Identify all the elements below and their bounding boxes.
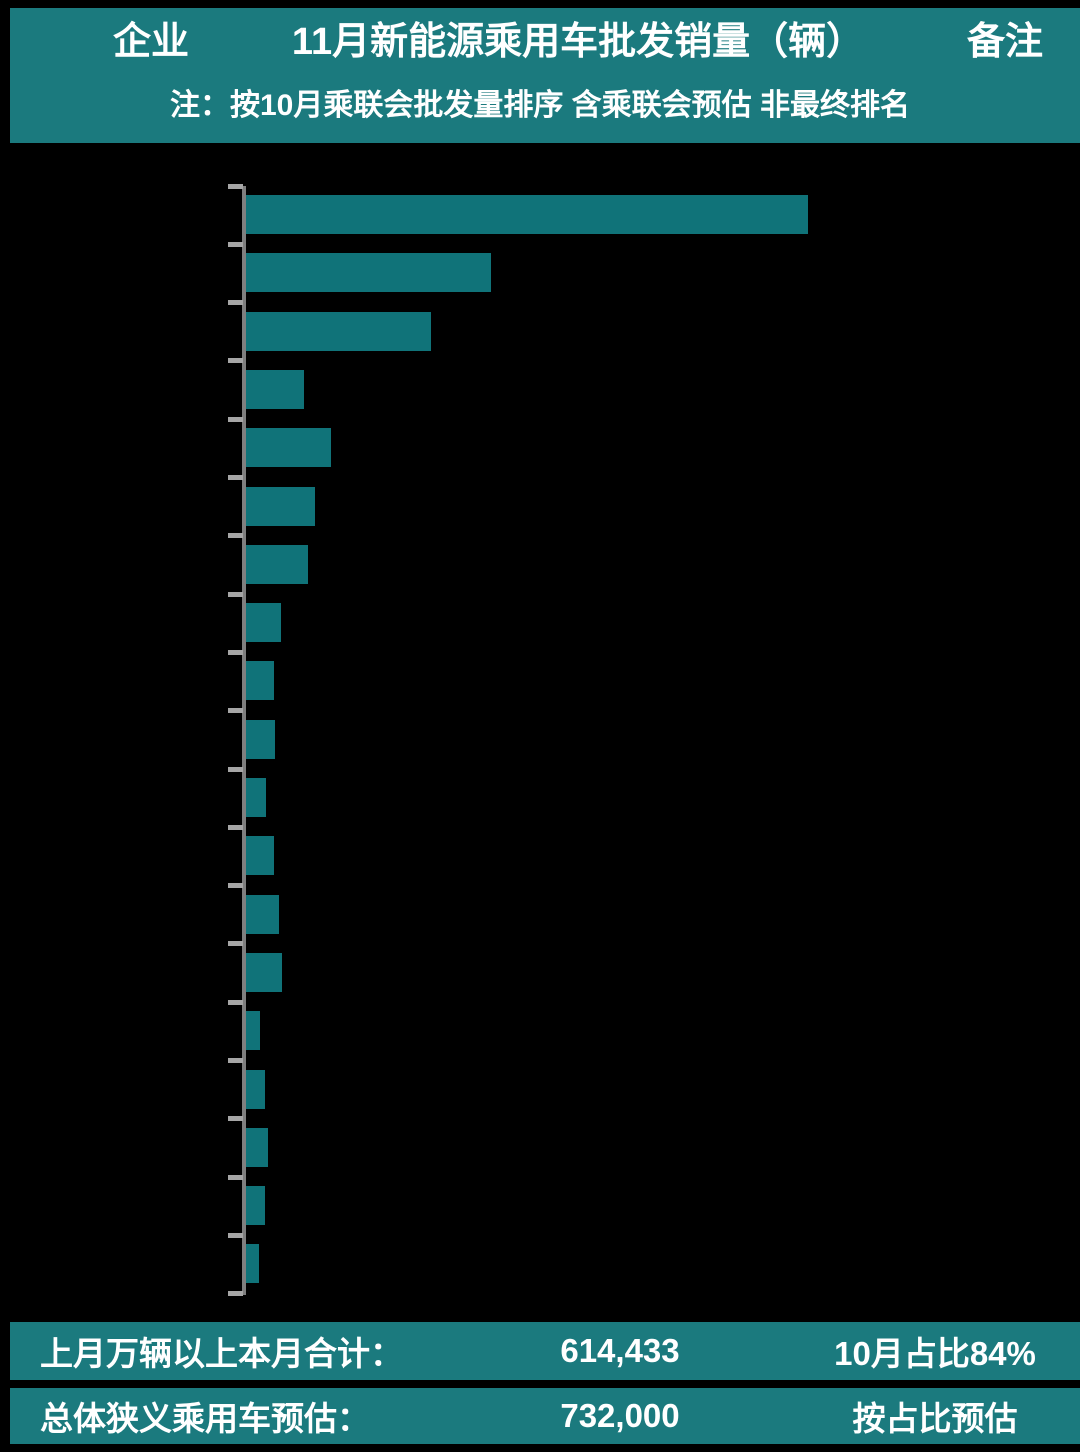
bar-chart-plot-area: [0, 143, 1080, 1318]
header-panel: 企业 11月新能源乘用车批发销量（辆） 备注 注：按10月乘联会批发量排序 含乘…: [10, 8, 1080, 143]
bar: [246, 369, 304, 409]
summary-row-1-note: 10月占比84%: [834, 1335, 1036, 1372]
axis-tick: [228, 416, 243, 422]
header-remark-column-label: 备注: [966, 21, 1044, 63]
summary-row-overall-estimate: 总体狭义乘用车预估： 732,000 按占比预估: [10, 1388, 1080, 1444]
header-company-column-label: 企业: [112, 21, 190, 63]
y-axis-line: [242, 186, 246, 1295]
summary-row-1-value: 614,433: [560, 1332, 680, 1369]
bar: [246, 1127, 268, 1167]
axis-tick: [228, 883, 243, 889]
bar: [246, 1069, 265, 1109]
bar: [246, 195, 808, 234]
axis-tick: [228, 300, 243, 306]
axis-tick: [228, 824, 243, 830]
bar: [246, 778, 266, 817]
axis-tick: [228, 358, 243, 364]
axis-tick: [228, 649, 243, 655]
axis-tick: [228, 1116, 243, 1122]
axis-tick: [228, 1058, 243, 1063]
axis-tick: [228, 999, 243, 1005]
summary-row-2-note: 按占比预估: [852, 1400, 1018, 1437]
summary-row-1-label: 上月万辆以上本月合计：: [40, 1335, 403, 1372]
chart-sorting-note: 注：按10月乘联会批发量排序 含乘联会预估 非最终排名: [169, 89, 911, 122]
bar: [246, 661, 274, 701]
axis-tick: [228, 1232, 243, 1238]
axis-tick: [228, 1291, 243, 1297]
bar: [246, 952, 282, 992]
bar: [246, 486, 315, 526]
bar: [246, 544, 308, 584]
summary-row-2-value: 732,000: [560, 1397, 680, 1434]
bar: [246, 1186, 265, 1226]
bar: [246, 311, 431, 351]
axis-tick: [228, 708, 243, 714]
axis-tick: [228, 241, 243, 247]
bar: [246, 894, 279, 934]
summary-row-2-label: 总体狭义乘用车预估：: [40, 1400, 370, 1437]
summary-row-monthly-total: 上月万辆以上本月合计： 614,433 10月占比84%: [10, 1322, 1080, 1380]
chart-title: 11月新能源乘用车批发销量（辆）: [291, 21, 865, 63]
axis-tick: [228, 183, 243, 189]
axis-tick: [228, 591, 243, 597]
bar: [246, 1244, 259, 1284]
axis-tick: [228, 766, 243, 772]
axis-tick: [228, 1174, 243, 1180]
axis-tick: [228, 475, 243, 480]
axis-tick: [228, 941, 243, 947]
bar: [246, 719, 275, 759]
bar: [246, 428, 331, 468]
bar: [246, 1011, 260, 1051]
bar: [246, 253, 491, 293]
bar: [246, 603, 281, 643]
bar: [246, 836, 274, 876]
axis-tick: [228, 533, 243, 539]
